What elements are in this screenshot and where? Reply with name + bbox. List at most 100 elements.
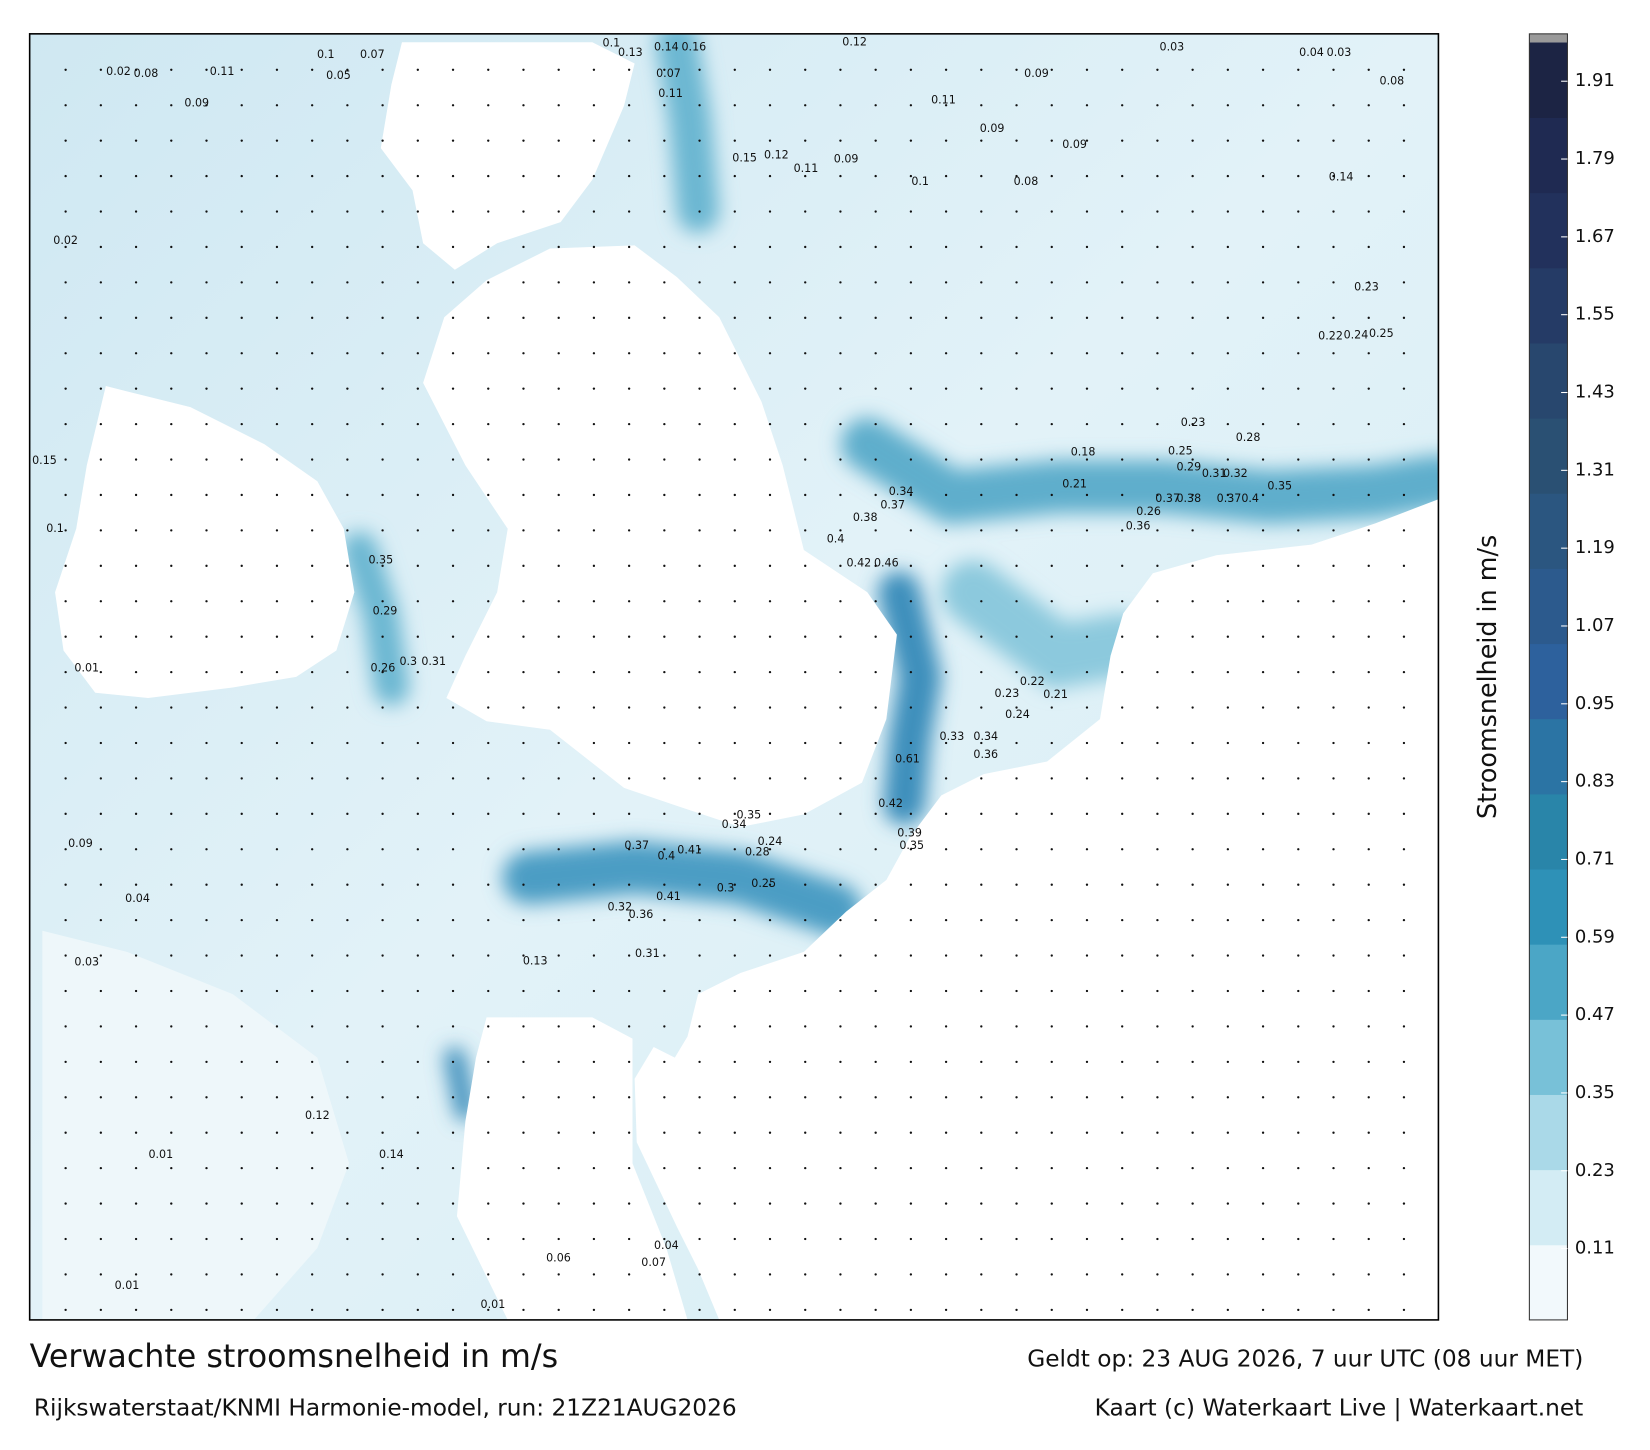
grid-dot	[944, 670, 948, 674]
grid-dot	[698, 1096, 701, 1099]
grid-dot	[134, 1131, 138, 1134]
grid-dot	[64, 883, 67, 886]
speed-label: 0.16	[682, 41, 707, 54]
grid-dot	[768, 281, 772, 284]
grid-dot	[663, 635, 666, 638]
grid-dot	[134, 245, 138, 249]
grid-dot	[768, 1096, 772, 1099]
grid-dot	[275, 600, 279, 603]
grid-dot	[64, 493, 67, 497]
colorbar-band	[1529, 42, 1568, 118]
grid-dot	[1261, 883, 1265, 886]
grid-dot	[733, 1060, 736, 1064]
grid-dot	[733, 1202, 736, 1205]
grid-dot	[64, 352, 67, 355]
grid-dot	[1367, 352, 1370, 355]
speed-label: 0.37	[1155, 492, 1180, 505]
grid-dot	[1297, 1131, 1300, 1134]
grid-dot	[416, 635, 419, 638]
grid-dot	[381, 529, 384, 532]
speed-label: 0.4	[1241, 492, 1259, 505]
grid-dot	[134, 422, 138, 426]
grid-dot	[487, 954, 490, 957]
current-channels	[341, 33, 1439, 1122]
grid-dot	[804, 139, 807, 142]
grid-dot	[170, 210, 173, 213]
grid-dot	[804, 281, 807, 284]
grid-dot	[980, 564, 983, 567]
grid-dot	[1332, 954, 1335, 957]
grid-dot	[1367, 316, 1370, 319]
grid-dot	[592, 387, 596, 390]
grid-dot	[346, 635, 349, 638]
grid-dot	[944, 1273, 948, 1276]
grid-dot	[627, 352, 631, 355]
grid-dot	[1367, 883, 1370, 886]
grid-dot	[1015, 174, 1018, 178]
grid-dot	[1085, 458, 1089, 461]
grid-dot	[170, 529, 173, 532]
grid-dot	[134, 458, 138, 461]
grid-dot	[909, 422, 913, 426]
grid-dot	[170, 883, 173, 886]
grid-dot	[980, 245, 983, 249]
grid-dot	[839, 848, 842, 851]
grid-dot	[240, 210, 243, 213]
grid-dot	[944, 245, 948, 249]
grid-dot	[416, 918, 419, 922]
colorbar-tick-label: 1.79	[1575, 148, 1615, 169]
grid-dot	[170, 1202, 173, 1205]
grid-dot	[451, 210, 455, 213]
grid-dot	[346, 1273, 349, 1276]
grid-dot	[1015, 352, 1018, 355]
grid-dot	[310, 1308, 314, 1312]
grid-dot	[522, 848, 525, 851]
grid-dot	[1050, 812, 1053, 816]
grid-dot	[1085, 812, 1089, 816]
grid-dot	[310, 812, 314, 816]
grid-dot	[592, 68, 596, 71]
grid-dot	[1015, 1060, 1018, 1064]
map-title: Verwachte stroomsnelheid in m/s	[30, 1339, 558, 1375]
grid-dot	[416, 1202, 419, 1205]
grid-dot	[944, 68, 948, 71]
grid-dot	[592, 670, 596, 674]
grid-dot	[874, 529, 877, 532]
grid-dot	[627, 706, 631, 709]
grid-dot	[1085, 989, 1089, 993]
grid-dot	[1015, 777, 1018, 780]
grid-dot	[205, 493, 208, 497]
grid-dot	[1191, 1237, 1194, 1241]
grid-dot	[522, 989, 525, 993]
grid-dot	[134, 1202, 138, 1205]
grid-dot	[522, 68, 525, 71]
grid-dot	[381, 777, 384, 780]
grid-dot	[522, 1273, 525, 1276]
grid-dot	[134, 139, 138, 142]
grid-dot	[205, 210, 208, 213]
grid-dot	[416, 422, 419, 426]
grid-dot	[1015, 1273, 1018, 1276]
colorbar-band	[1529, 192, 1568, 269]
grid-dot	[1191, 1060, 1194, 1064]
grid-dot	[804, 422, 807, 426]
grid-dot	[1121, 1273, 1124, 1276]
grid-dot	[451, 104, 455, 107]
grid-dot	[240, 635, 243, 638]
grid-dot	[64, 1060, 67, 1064]
grid-dot	[1226, 1060, 1230, 1064]
grid-dot	[170, 918, 173, 922]
grid-dot	[310, 848, 314, 851]
grid-dot	[909, 210, 913, 213]
grid-dot	[170, 139, 173, 142]
grid-dot	[698, 635, 701, 638]
grid-dot	[170, 1237, 173, 1241]
grid-dot	[1085, 352, 1089, 355]
grid-dot	[240, 989, 243, 993]
colorbar-band	[1529, 493, 1568, 569]
grid-dot	[1297, 281, 1300, 284]
grid-dot	[170, 635, 173, 638]
grid-dot	[487, 493, 490, 497]
speed-label: 0.13	[618, 46, 643, 59]
grid-dot	[381, 1237, 384, 1241]
